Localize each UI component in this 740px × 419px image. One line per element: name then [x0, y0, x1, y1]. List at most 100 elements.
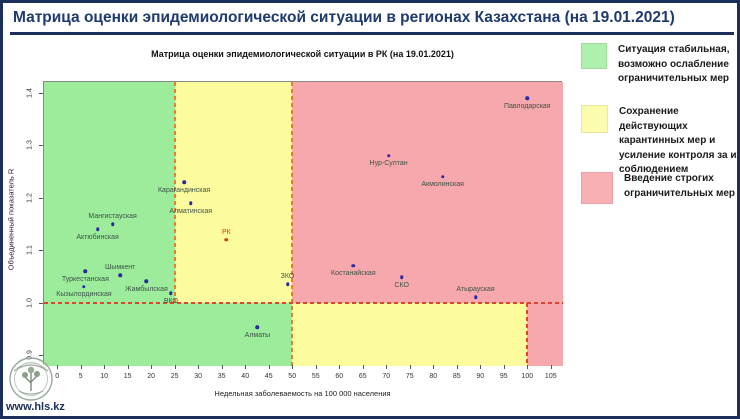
x-tick [104, 365, 106, 369]
data-point-label-Актюбинская: Актюбинская [76, 233, 119, 241]
x-axis-title: Недельная заболеваемость на 100 000 насе… [214, 389, 391, 398]
data-point-label-Павлодарская: Павлодарская [503, 102, 551, 110]
data-point-Шымкент [118, 273, 122, 278]
legend-swatch-yellow [581, 105, 608, 133]
x-tick-label: 10 [100, 373, 109, 380]
y-tick [39, 197, 43, 199]
data-point-Карагандинская [182, 180, 186, 184]
x-tick-label: 15 [123, 373, 132, 380]
x-tick-label: 25 [170, 373, 179, 380]
threshold-line-x50 [291, 82, 294, 366]
x-tick [268, 365, 270, 369]
data-point-Павлодарская [525, 96, 530, 100]
data-point-ВКО [169, 291, 173, 295]
zone-yellow [292, 302, 528, 366]
x-tick [503, 365, 505, 369]
x-tick-label: 105 [544, 373, 557, 380]
zone-pink [292, 82, 563, 303]
data-point-label-Атырауская: Атырауская [456, 286, 495, 294]
data-point-label-Алматинская: Алматинская [169, 207, 213, 215]
threshold-line-r1 [44, 301, 563, 304]
legend-item-stable: Ситуация стабильная, возможно ослабление… [581, 43, 737, 87]
x-tick-label: 65 [358, 373, 367, 380]
data-point-label-Алматы: Алматы [244, 331, 271, 339]
x-tick-label: 90 [476, 373, 485, 380]
title-underline [10, 32, 734, 35]
x-tick [174, 365, 176, 369]
data-point-Костанайская [351, 264, 356, 268]
legend-label-strict: Введение строгих ограничительных мер [624, 173, 736, 199]
x-tick [550, 365, 552, 369]
x-tick [433, 365, 435, 369]
zone-pink [527, 302, 563, 366]
data-point-ЗКО [285, 282, 290, 286]
legend-label-stable: Ситуация стабильная, возможно ослабление… [618, 44, 730, 84]
y-tick [39, 354, 43, 356]
x-tick [480, 365, 482, 369]
data-point-Атырауская [473, 295, 478, 300]
y-tick [39, 250, 43, 252]
data-point-label-ЗКО: ЗКО [280, 273, 295, 281]
x-tick-label: 100 [521, 373, 534, 380]
x-tick-label: 40 [241, 373, 250, 380]
x-tick-label: 30 [194, 373, 203, 380]
data-point-Алматинская [188, 201, 193, 205]
y-tick [39, 145, 43, 147]
zone-yellow [174, 82, 293, 303]
x-tick [339, 365, 341, 369]
data-point-Нур-Султан [386, 154, 391, 158]
data-point-Актюбинская [95, 227, 100, 231]
threshold-line-x100 [526, 302, 529, 366]
hls-logo [5, 355, 57, 408]
x-tick-label: 95 [499, 373, 508, 380]
x-tick [151, 365, 153, 369]
y-tick [39, 93, 43, 94]
x-tick [80, 365, 82, 369]
x-tick-label: 70 [382, 373, 391, 380]
data-point-Акмолинская [440, 175, 445, 179]
x-tick [221, 365, 223, 369]
website-link: www.hls.kz [6, 401, 65, 413]
page-title: Матрица оценки эпидемиологической ситуац… [13, 9, 675, 26]
x-tick [386, 365, 388, 369]
x-tick-label: 0 [55, 373, 60, 380]
chart-title: Матрица оценки эпидемиологической ситуац… [151, 49, 454, 59]
data-point-Мангистауская [110, 222, 115, 226]
data-point-Кызылординская [82, 285, 86, 289]
x-tick-label: 45 [264, 373, 273, 380]
y-tick-label: 1.1 [26, 245, 34, 256]
data-point-Туркестанская [83, 269, 88, 273]
y-tick-label: 1.0 [26, 297, 34, 308]
zone-green [44, 302, 293, 366]
legend-label-keep-measures: Сохранение действующих карантинных мер и… [619, 106, 737, 175]
scatter-plot-area: 0 5 10 15 20 25 30 35 40 45 50 55 60 65 70 75 80 85 90 95 10… [27, 81, 563, 380]
x-tick-label: 50 [288, 373, 297, 380]
data-point-label-ВКО: ВКО [163, 297, 178, 305]
x-tick-label: 75 [405, 373, 414, 380]
legend-swatch-green [581, 43, 607, 69]
threshold-line-x25 [173, 82, 176, 303]
x-tick [245, 365, 247, 369]
data-point-label-Костанайская: Костанайская [331, 270, 376, 278]
data-point-label-Туркестанская: Туркестанская [61, 275, 109, 283]
data-point-label-Акмолинская: Акмолинская [421, 181, 464, 189]
legend-swatch-pink [581, 172, 613, 204]
data-point-Жамбылская [144, 279, 149, 283]
y-tick-label: 1.3 [26, 140, 34, 151]
data-point-Алматы [255, 325, 260, 329]
x-tick-label: 5 [78, 373, 83, 380]
data-point-СКО [400, 275, 404, 280]
data-point-label-РК: РК [222, 228, 231, 236]
x-tick [456, 365, 458, 369]
y-tick-label: 1.4 [26, 88, 34, 98]
data-point-label-Нур-Султан: Нур-Султан [369, 160, 408, 168]
data-point-label-СКО: СКО [394, 281, 410, 289]
data-point-label-Жамбылская: Жамбылская [125, 285, 168, 293]
legend-item-keep-measures: Сохранение действующих карантинных мер и… [581, 105, 737, 178]
x-tick [527, 365, 529, 369]
x-tick [409, 365, 411, 369]
y-tick [39, 302, 43, 304]
data-point-РК [224, 237, 229, 242]
x-tick-label: 35 [217, 373, 226, 380]
